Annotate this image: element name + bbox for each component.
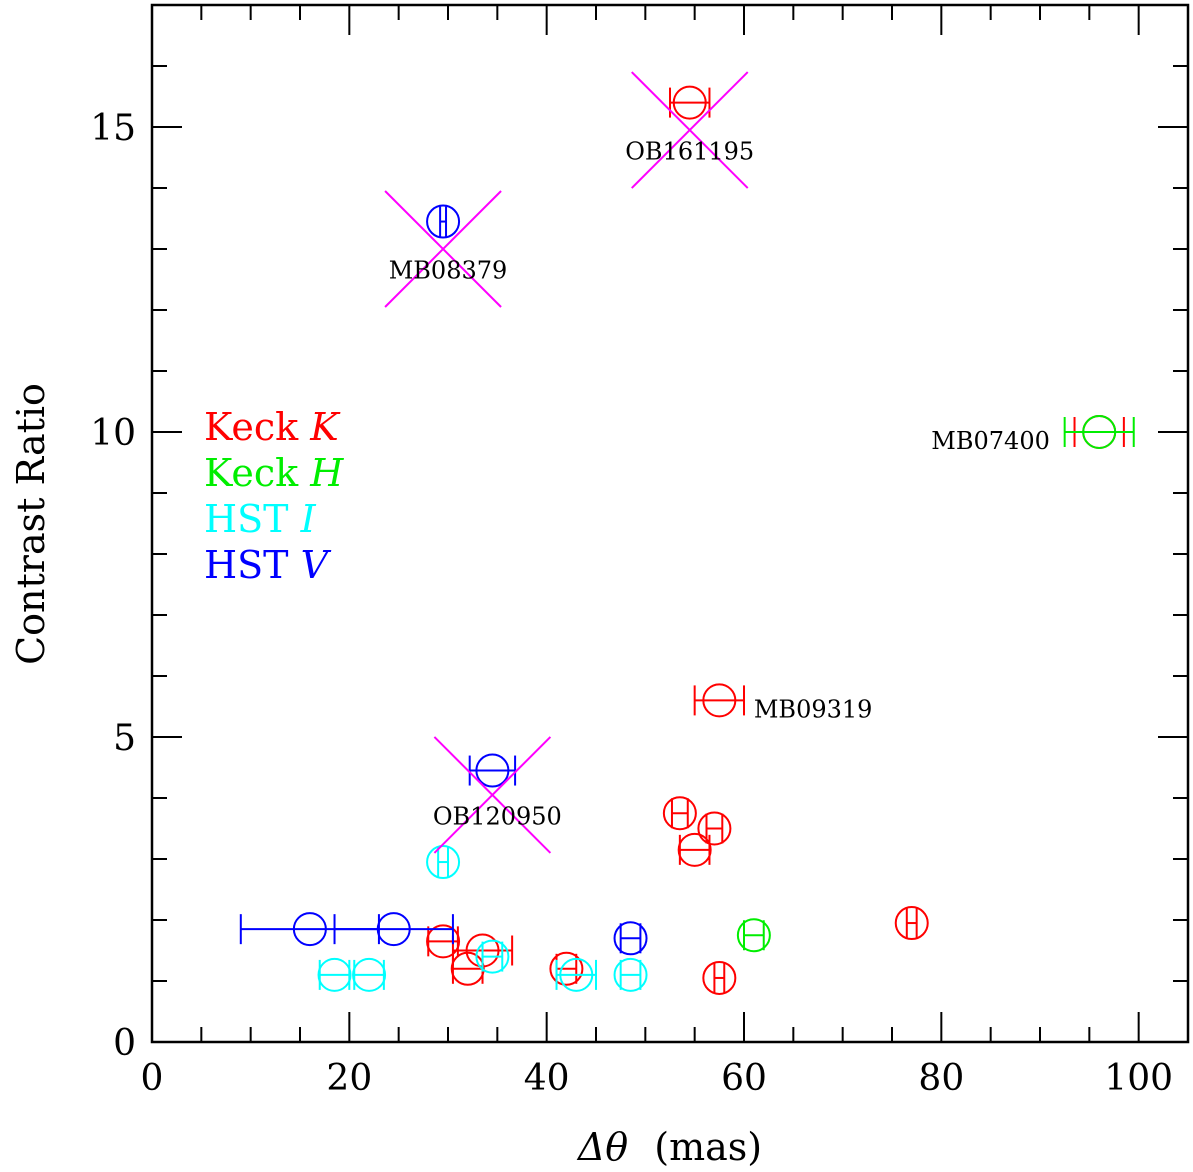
excluded-x-marker [384, 190, 502, 308]
y-axis-label: Contrast Ratio [9, 383, 53, 665]
data-point-V [613, 921, 648, 956]
data-point-K [702, 960, 737, 995]
data-point-marker [677, 832, 712, 867]
data-point-K [549, 951, 584, 986]
y-tick-label: 5 [113, 718, 136, 759]
data-point-marker [426, 204, 461, 239]
data-point-marker [662, 796, 697, 831]
x-axis-label-unit: (mas) [654, 1125, 762, 1169]
data-point-K [669, 85, 711, 120]
data-point-marker [613, 957, 648, 992]
data-point-I [475, 939, 510, 974]
x-tick-label: 80 [918, 1058, 964, 1099]
plot-frame [150, 3, 1190, 1044]
data-point-marker [352, 957, 387, 992]
x-tick-label: 20 [326, 1058, 372, 1099]
event-label: OB120950 [433, 802, 562, 830]
legend-entry: Keck H [204, 451, 344, 495]
data-point-H [736, 918, 771, 953]
data-point-marker [475, 939, 510, 974]
excluded-x-marker [631, 71, 749, 189]
legend-instrument: HST [204, 497, 301, 541]
legend-instrument: Keck [204, 451, 310, 495]
x-tick-label: 0 [141, 1058, 164, 1099]
x-tick-label: 100 [1104, 1058, 1173, 1099]
y-tick-label: 10 [90, 413, 136, 454]
x-marker-stroke [631, 71, 749, 189]
data-point-marker [613, 921, 648, 956]
data-point-I [352, 957, 387, 992]
x-marker-stroke [433, 736, 552, 854]
data-point-V [426, 204, 461, 239]
data-point-V [468, 753, 517, 788]
legend-entry: HST I [204, 497, 317, 541]
x-tick-label: 40 [524, 1058, 570, 1099]
event-label: MB09319 [754, 696, 873, 724]
data-point-marker [702, 960, 737, 995]
data-point-marker [426, 924, 461, 959]
data-point-marker [426, 845, 461, 880]
data-point-K [677, 832, 712, 867]
data-point-I [613, 957, 648, 992]
annotations-group: OB161195 MB08379 MB07400 MB09319 OB120950 [389, 137, 1050, 830]
plot-frame-group: 0 20 40 60 80 100 0 5 10 15 [90, 3, 1190, 1099]
legend-instrument: HST [204, 543, 301, 587]
legend-band: I [300, 497, 317, 541]
data-point-K [662, 796, 697, 831]
data-point-K [693, 683, 745, 718]
data-point-I [555, 957, 597, 992]
legend-band: V [301, 543, 332, 587]
x-axis-label: Δθ (mas) [576, 1125, 762, 1169]
data-marks-group [239, 71, 1135, 995]
data-point-marker [549, 951, 584, 986]
data-point-marker [736, 918, 771, 953]
legend-entry: HST V [204, 543, 332, 587]
x-tick-label: 60 [721, 1058, 767, 1099]
data-point-I [426, 845, 461, 880]
y-tick-label: 0 [113, 1023, 136, 1064]
x-marker-stroke [384, 190, 502, 308]
legend-instrument: Keck [204, 405, 310, 449]
data-point-marker [317, 957, 352, 992]
data-point-V [333, 912, 454, 947]
event-label: OB161195 [625, 137, 754, 165]
event-label: MB07400 [931, 427, 1050, 455]
y-tick-label: 15 [90, 108, 136, 149]
excluded-x-marker [433, 736, 552, 854]
data-point-marker [450, 951, 485, 986]
data-point-K [894, 906, 929, 941]
legend-band: H [309, 451, 344, 495]
data-point-K [697, 811, 732, 846]
x-axis-label-symbol: Δθ [576, 1125, 628, 1169]
data-point-marker [894, 906, 929, 941]
legend-band: K [309, 405, 341, 449]
data-point-marker [697, 811, 732, 846]
data-point-H [1063, 415, 1135, 449]
data-point-I [317, 957, 352, 992]
event-label: MB08379 [389, 256, 508, 284]
legend-entry: Keck K [204, 405, 341, 449]
